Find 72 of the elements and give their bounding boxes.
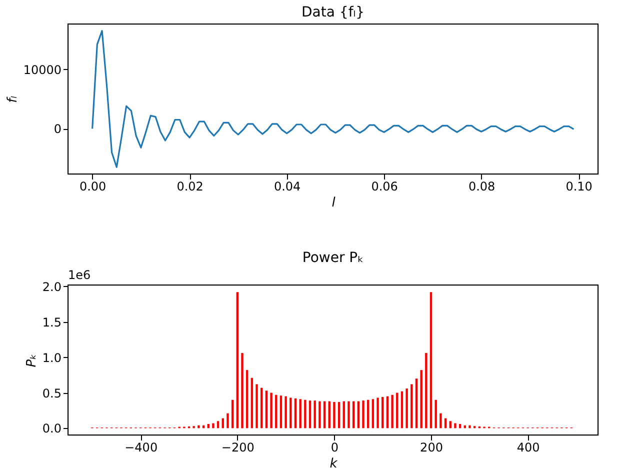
bar — [299, 399, 302, 428]
chart-title: Power Pₖ — [302, 250, 364, 266]
bar — [338, 402, 340, 428]
bar — [366, 400, 370, 428]
bar — [256, 384, 258, 428]
bar — [396, 392, 398, 428]
bar — [226, 413, 229, 428]
bar — [265, 390, 268, 428]
bar — [440, 413, 442, 428]
y-tick-label: 0.5 — [42, 386, 62, 400]
bar — [314, 400, 316, 428]
x-tick-label: 0.06 — [371, 180, 398, 194]
bar — [382, 397, 384, 428]
y-tick-label: 1.0 — [42, 350, 62, 365]
x-tick-label: −400 — [124, 440, 158, 454]
x-tick-label: 0.08 — [468, 180, 496, 194]
bar — [454, 423, 456, 428]
bar — [308, 400, 312, 428]
bar — [449, 421, 452, 428]
bar — [304, 400, 306, 428]
x-tick-label: 0.10 — [566, 180, 592, 194]
bar — [294, 398, 297, 428]
bar — [198, 425, 200, 428]
bar — [391, 394, 394, 428]
bar — [290, 398, 292, 428]
text: 1e6 — [68, 268, 91, 282]
y-axis-title: Pₖ — [24, 354, 40, 368]
x-axis-title: k — [330, 456, 338, 469]
line-series — [92, 30, 574, 168]
y-tick-label: 0.0 — [42, 422, 62, 436]
bar — [270, 392, 272, 428]
bar — [231, 400, 234, 428]
x-axis-title: l — [332, 196, 336, 210]
bar — [434, 400, 437, 428]
bar — [410, 384, 413, 428]
bar — [260, 388, 263, 428]
bar — [241, 353, 244, 428]
bar — [212, 423, 214, 428]
x-tick-label: 200 — [420, 440, 443, 454]
bar — [372, 399, 374, 428]
x-tick-label: 0.02 — [176, 180, 204, 194]
bar — [425, 353, 428, 428]
bar — [400, 391, 404, 428]
bar — [236, 292, 239, 428]
bar — [246, 370, 248, 428]
y-tick-label: 10000 — [23, 62, 62, 77]
y-tick-label: 2.0 — [42, 280, 62, 294]
bar — [468, 425, 471, 428]
bar — [275, 394, 278, 428]
bar — [318, 401, 321, 428]
bar — [333, 402, 336, 428]
bar — [250, 378, 254, 428]
y-tick-label: 1.5 — [42, 315, 62, 330]
bar — [362, 400, 364, 428]
y-tick-label: 0 — [54, 122, 62, 136]
bar — [430, 292, 432, 428]
bar — [406, 388, 408, 428]
bar — [415, 378, 418, 428]
chart-title: Data {fₗ} — [302, 4, 364, 20]
x-tick-label: 0 — [330, 440, 339, 454]
bar — [420, 370, 422, 428]
bar — [280, 396, 282, 428]
x-tick-label: −200 — [221, 440, 254, 454]
x-tick-label: 0.00 — [79, 180, 106, 194]
bar — [386, 396, 389, 428]
bar — [348, 401, 350, 428]
x-tick-label: 400 — [516, 440, 540, 454]
bar — [376, 398, 379, 428]
bar — [216, 421, 220, 428]
y-axis-title: fₗ — [5, 95, 20, 103]
bar — [284, 396, 287, 428]
x-tick-label: 0.04 — [274, 180, 301, 194]
